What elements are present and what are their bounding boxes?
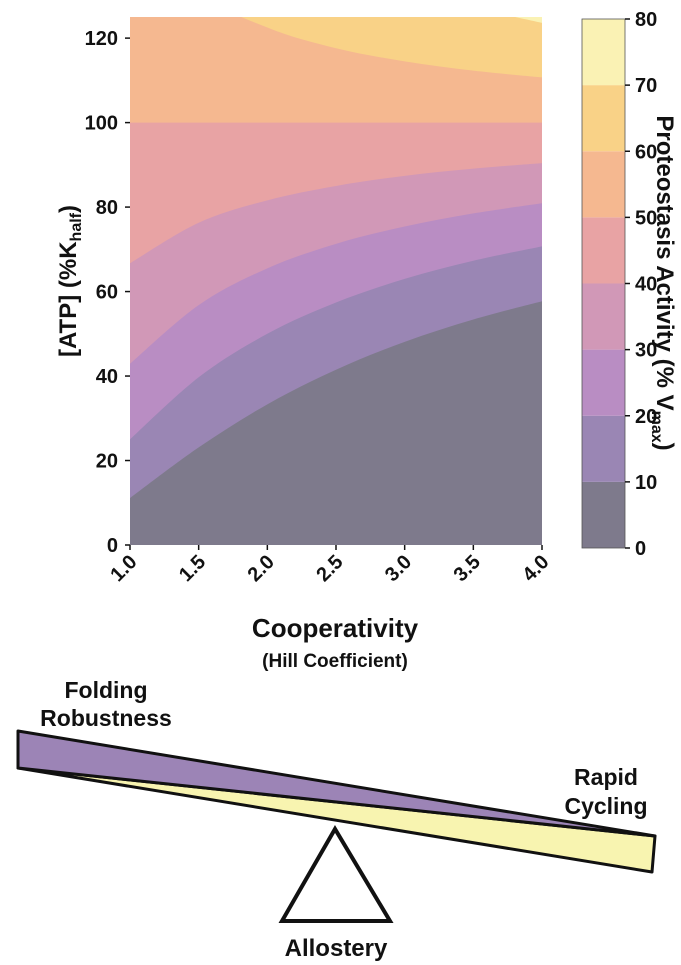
colorbar-label: Proteostasis Activity (% Vmax) <box>648 115 678 450</box>
colorbar-label-text: Proteostasis Activity (% V <box>651 115 678 410</box>
colorbar-swatch <box>582 19 625 86</box>
left-label: Robustness <box>40 705 172 731</box>
x-tick-label: 4.0 <box>518 551 553 586</box>
right-label: Rapid <box>574 764 638 790</box>
x-tick-label: 1.5 <box>175 551 210 586</box>
colorbar-tick-label: 50 <box>635 207 657 229</box>
colorbar-tick-label: 70 <box>635 75 657 97</box>
y-label-text: ) <box>55 205 82 213</box>
fulcrum-label: Allostery <box>285 935 388 962</box>
colorbar-swatch <box>582 217 625 284</box>
board-top <box>16 729 657 838</box>
y-label-sub: half <box>68 212 85 241</box>
colorbar-swatch <box>582 151 625 218</box>
y-tick-label: 80 <box>96 197 118 219</box>
colorbar-tick-label: 80 <box>635 9 657 31</box>
x-axis-sublabel: (Hill Coefficient) <box>262 651 408 672</box>
right-label: Cycling <box>564 793 647 819</box>
colorbar-tick-label: 0 <box>635 538 646 560</box>
contour-band <box>241 17 542 78</box>
colorbar-tick-label: 10 <box>635 472 657 494</box>
y-tick-label: 100 <box>85 113 118 135</box>
x-axis-label: Cooperativity <box>252 613 419 643</box>
colorbar-swatch <box>582 85 625 152</box>
colorbar-tick-label: 30 <box>635 340 657 362</box>
x-tick-label: 3.0 <box>381 551 416 586</box>
y-tick-label: 0 <box>107 535 118 557</box>
contour-band <box>515 17 542 23</box>
colorbar-tick-label: 40 <box>635 274 657 296</box>
y-label-text: [ATP] (%K <box>55 241 82 357</box>
y-tick-label: 20 <box>96 451 118 473</box>
y-tick-label: 40 <box>96 366 118 388</box>
x-tick-label: 2.0 <box>244 551 279 586</box>
colorbar-label-sub: max <box>648 411 665 443</box>
colorbar-swatch <box>582 415 625 482</box>
colorbar-swatch <box>582 349 625 416</box>
colorbar-label-text: ) <box>651 443 678 451</box>
left-label: Folding <box>64 677 147 703</box>
y-tick-label: 120 <box>85 28 118 50</box>
colorbar-swatch <box>582 481 625 548</box>
x-tick-label: 3.5 <box>450 551 485 586</box>
colorbar-tick-label: 60 <box>635 141 657 163</box>
y-axis-label: [ATP] (%Khalf) <box>55 205 85 357</box>
colorbar-swatch <box>582 283 625 350</box>
x-tick-label: 2.5 <box>312 551 347 586</box>
fulcrum <box>278 825 394 923</box>
contour-plot <box>130 17 542 545</box>
y-tick-label: 60 <box>96 282 118 304</box>
colorbar-tick-label: 20 <box>635 406 657 428</box>
seesaw <box>16 729 657 923</box>
